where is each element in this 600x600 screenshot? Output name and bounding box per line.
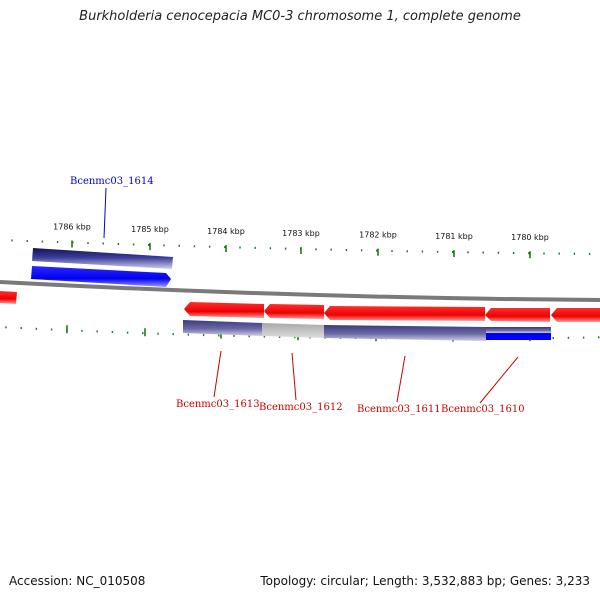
ruler-kbp-label: 1781 kbp xyxy=(435,232,473,241)
gene-bcenmc03-1610-arrow[interactable] xyxy=(485,308,550,322)
gene-bcenmc03-1612-arrow[interactable] xyxy=(264,304,324,319)
gene-bcenmc03-1610-blue-bar[interactable] xyxy=(486,333,551,340)
topology-stats-text: Topology: circular; Length: 3,532,883 bp… xyxy=(260,574,590,588)
ruler-kbp-label: 1786 kbp xyxy=(53,223,91,232)
ruler-kbp-label: 1780 kbp xyxy=(511,233,549,242)
gene-bcenmc03-1613-track[interactable] xyxy=(183,320,262,336)
gene-label-1612[interactable]: Bcenmc03_1612 xyxy=(259,402,343,413)
gene-label-1614[interactable]: Bcenmc03_1614 xyxy=(70,176,154,187)
gene-bcenmc03-1610-track[interactable] xyxy=(486,327,551,333)
ruler-kbp-label: 1784 kbp xyxy=(207,227,245,236)
gene-offscreen-right-arrow[interactable] xyxy=(551,308,600,322)
label-leader-1612 xyxy=(291,352,297,401)
gene-offscreen-left-arrow[interactable] xyxy=(0,291,17,304)
map-title: Burkholderia cenocepacia MC0-3 chromosom… xyxy=(79,9,521,24)
label-leader-1613 xyxy=(213,350,222,398)
accession-text: Accession: NC_010508 xyxy=(9,574,146,588)
label-leader-1614 xyxy=(103,187,107,239)
label-leader-1610 xyxy=(479,356,519,404)
gene-label-1613[interactable]: Bcenmc03_1613 xyxy=(176,399,260,410)
gene-label-1610[interactable]: Bcenmc03_1610 xyxy=(441,404,525,415)
gene-bcenmc03-1614-track[interactable] xyxy=(32,248,173,269)
gene-bcenmc03-1614-arrow[interactable] xyxy=(31,266,171,287)
chromosome-backbone xyxy=(0,280,600,302)
ruler-kbp-label: 1782 kbp xyxy=(359,231,397,240)
gene-label-1611[interactable]: Bcenmc03_1611 xyxy=(357,404,441,415)
ruler-kbp-label: 1785 kbp xyxy=(131,225,169,234)
gene-bcenmc03-1613-arrow[interactable] xyxy=(184,302,264,318)
gene-bcenmc03-1612-track[interactable] xyxy=(262,323,324,338)
ruler-kbp-label: 1783 kbp xyxy=(282,229,320,238)
gene-bcenmc03-1611-arrow[interactable] xyxy=(324,306,485,321)
label-leader-1611 xyxy=(396,355,406,403)
gene-bcenmc03-1611-track[interactable] xyxy=(324,325,486,341)
ruler-outer: 1786 kbp 1785 kbp 1784 kbp 1783 kbp 1782 kbp… xyxy=(11,223,591,259)
